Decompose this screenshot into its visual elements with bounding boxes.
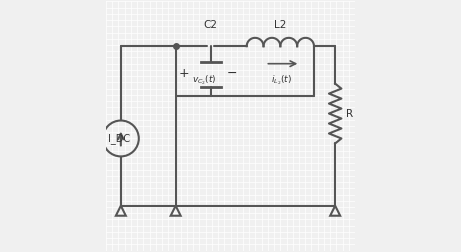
Text: I_DC: I_DC — [108, 133, 130, 144]
Text: $i_{L_2}(t)$: $i_{L_2}(t)$ — [271, 73, 292, 87]
Text: R: R — [346, 109, 354, 118]
Text: +: + — [179, 67, 190, 80]
Text: −: − — [226, 67, 237, 80]
Text: L2: L2 — [274, 20, 287, 30]
Text: $v_{C_2}(t)$: $v_{C_2}(t)$ — [192, 73, 217, 87]
Text: C2: C2 — [204, 20, 218, 30]
